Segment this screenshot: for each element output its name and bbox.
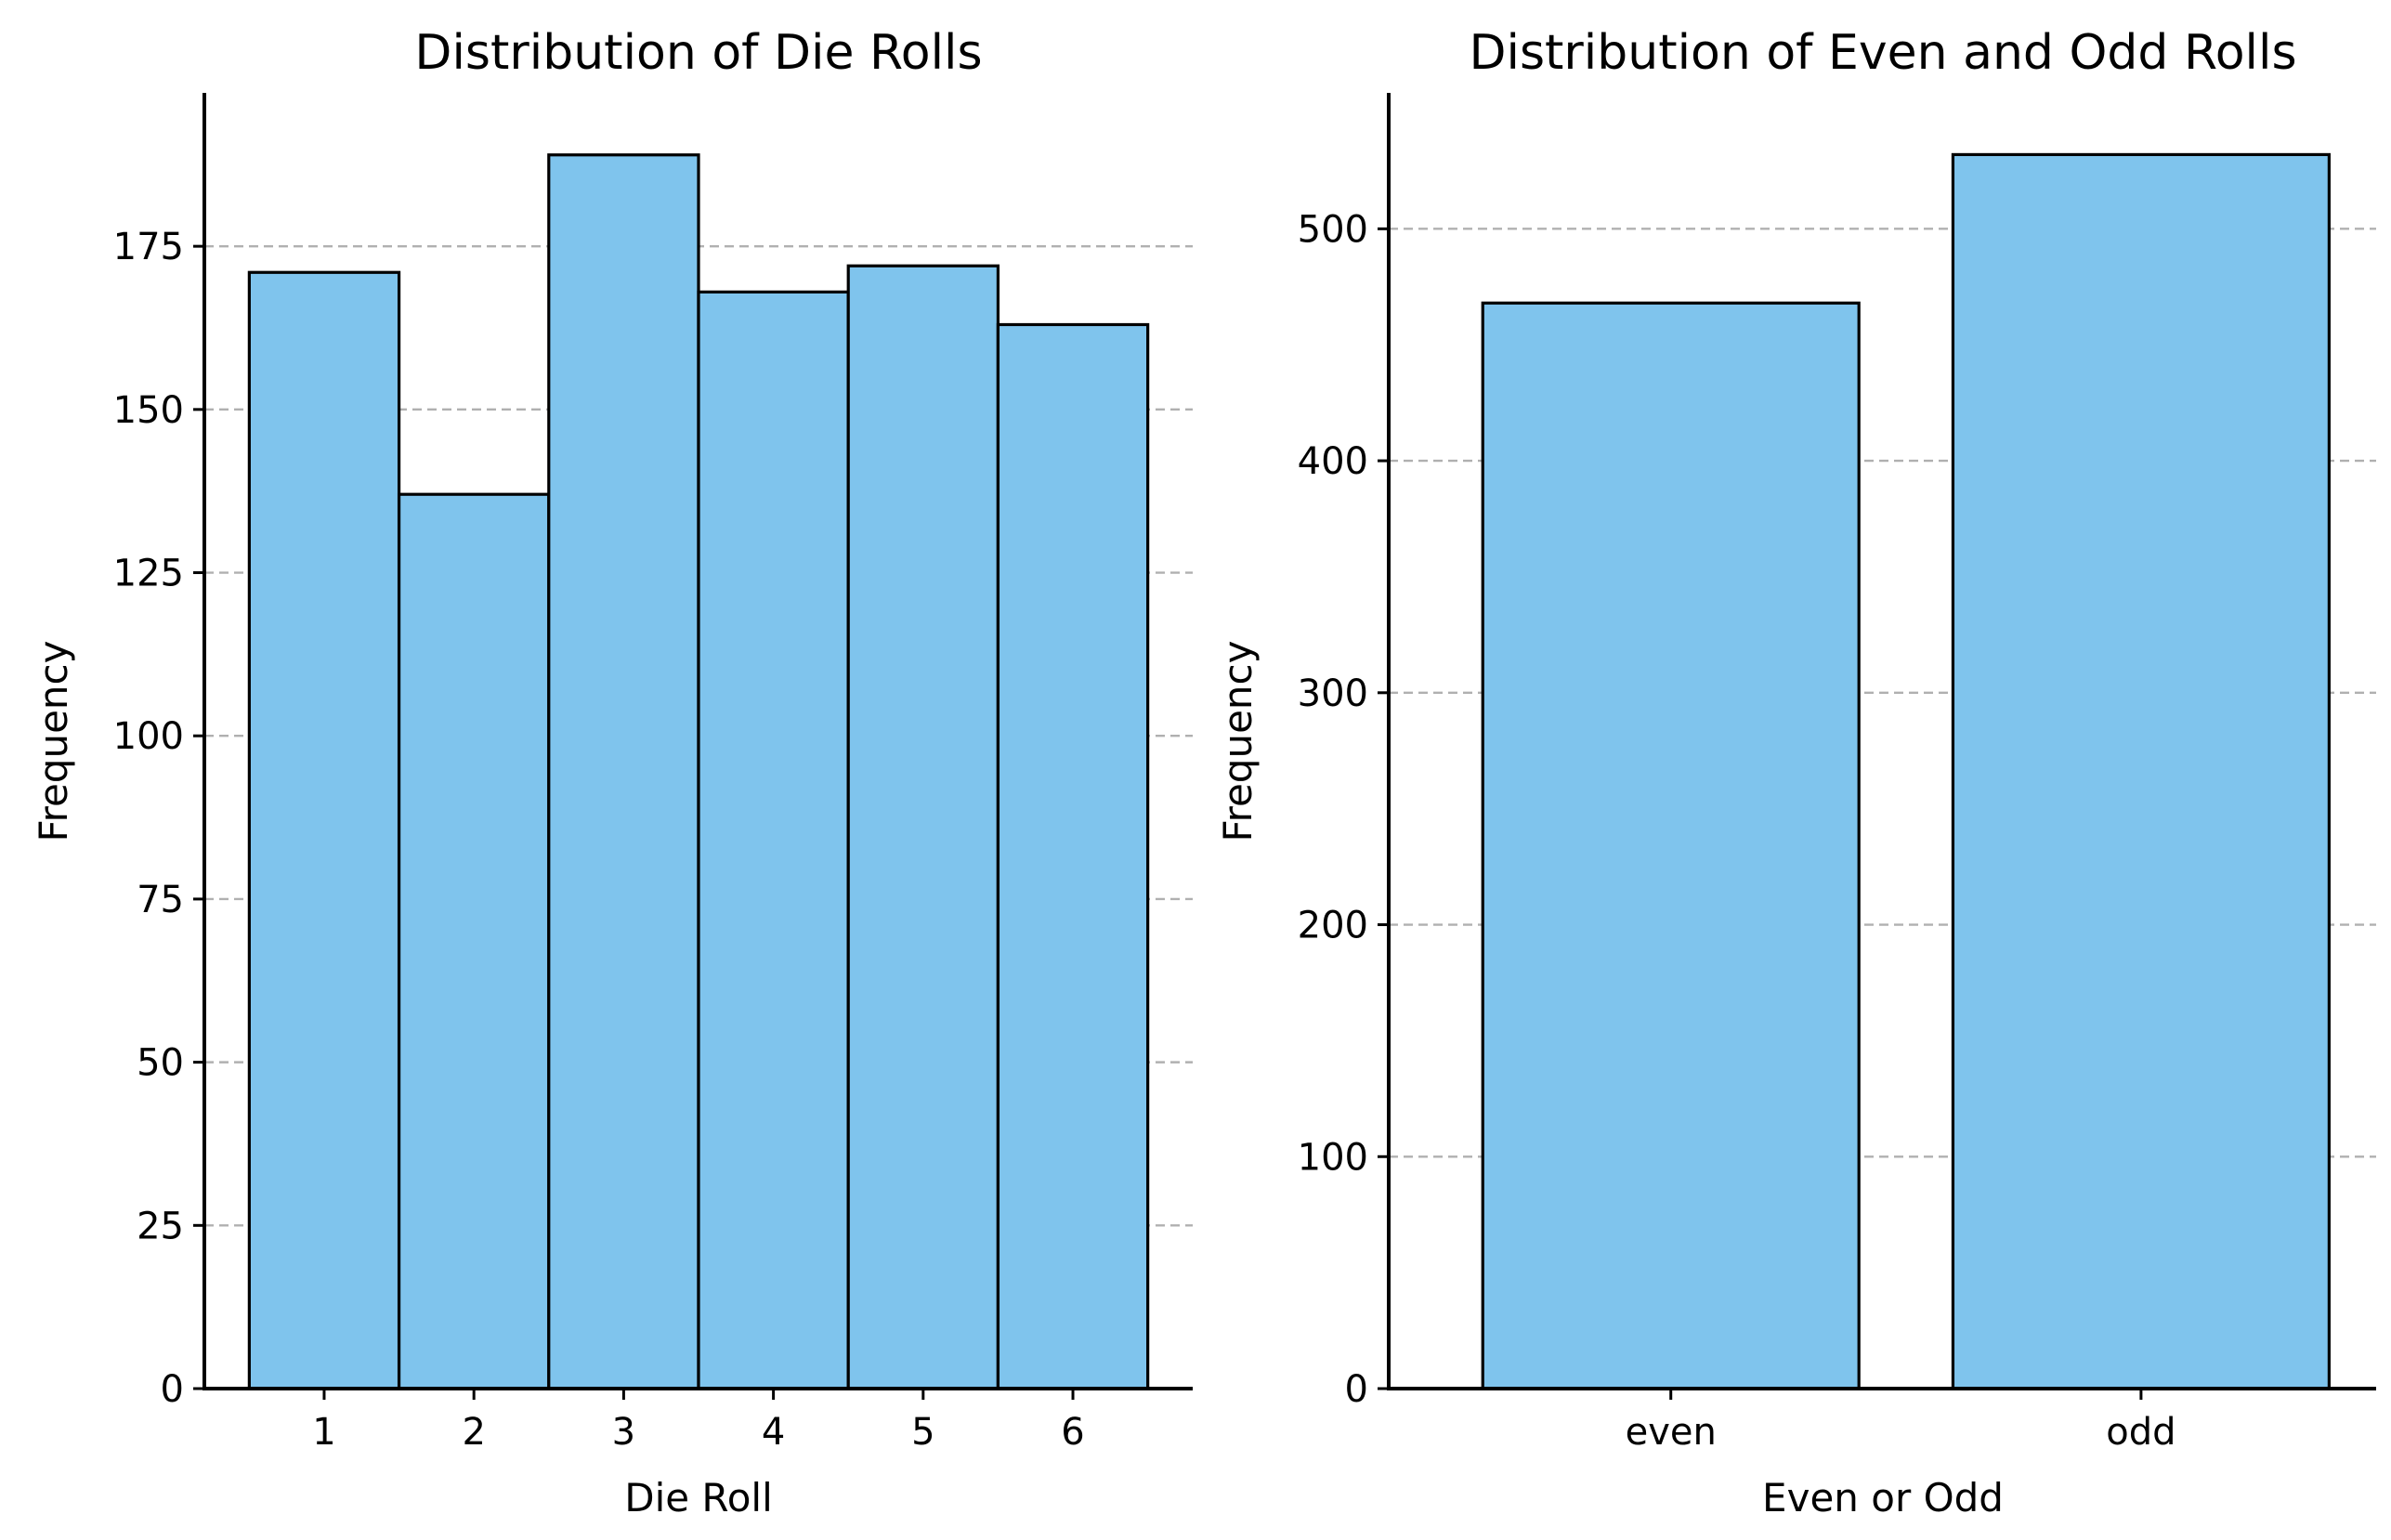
chart-title: Distribution of Even and Odd Rolls [1469,25,2296,81]
y-tick-label: 500 [1298,208,1368,251]
bar-2 [397,492,551,1390]
bars [247,153,1150,1390]
y-tick-label: 100 [1298,1136,1368,1179]
y-tick-label: 25 [137,1205,184,1247]
bar-3 [547,153,700,1390]
x-tick-label: 6 [1061,1411,1084,1454]
y-tick-label: 0 [161,1368,184,1411]
panel-even-odd: Distribution of Even and Odd Rolls 0 100 2… [1215,25,2376,1520]
bar-odd [1951,152,2331,1390]
x-tick-label: 3 [612,1411,635,1454]
x-ticks: even odd [1626,1389,2176,1454]
y-tick-label: 75 [137,879,184,921]
bar-5 [846,264,1000,1390]
bar-1 [247,270,401,1390]
x-tick-label: 1 [312,1411,335,1454]
bar-4 [697,290,850,1390]
bars [1481,152,2331,1390]
y-tick-label: 400 [1298,440,1368,483]
y-axis-label: Frequency [31,641,76,842]
y-tick-label: 0 [1345,1368,1368,1411]
y-ticks: 0 100 200 300 400 500 [1298,208,1389,1411]
x-tick-label: 2 [462,1411,485,1454]
y-axis-label: Frequency [1215,641,1261,842]
y-tick-label: 100 [113,715,184,758]
x-tick-label: 4 [762,1411,785,1454]
y-tick-label: 150 [113,389,184,432]
y-tick-label: 300 [1298,672,1368,715]
chart-title: Distribution of Die Rolls [414,25,982,81]
x-tick-label: odd [2106,1411,2175,1454]
y-tick-label: 175 [113,226,184,268]
panel-die-rolls: Distribution of Die Rolls 02550751001251… [31,25,1193,1520]
x-tick-label: 5 [911,1411,934,1454]
bar-even [1481,301,1861,1390]
x-ticks: 1 2 3 4 5 6 [312,1389,1085,1454]
y-tick-label: 200 [1298,905,1368,947]
y-ticks: 0 25 50 75 100 125 150 175 [113,226,204,1411]
x-axis-label: Even or Odd [1762,1475,2004,1520]
bar-6 [996,322,1150,1390]
x-tick-label: even [1626,1411,1717,1454]
y-tick-label: 125 [113,553,184,595]
x-axis-label: Die Roll [624,1475,773,1520]
y-tick-label: 50 [137,1042,184,1085]
